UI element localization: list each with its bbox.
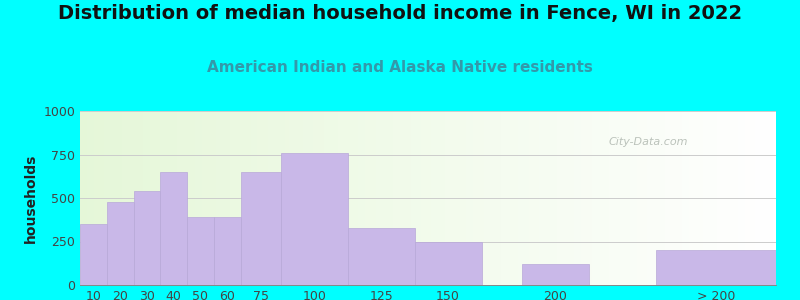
- Text: American Indian and Alaska Native residents: American Indian and Alaska Native reside…: [207, 60, 593, 75]
- Bar: [348, 228, 414, 285]
- Y-axis label: households: households: [24, 153, 38, 243]
- Bar: [214, 217, 241, 285]
- Bar: [414, 242, 482, 285]
- Text: Distribution of median household income in Fence, WI in 2022: Distribution of median household income …: [58, 4, 742, 23]
- Bar: [522, 264, 589, 285]
- Bar: [187, 217, 214, 285]
- Bar: [80, 224, 106, 285]
- Bar: [134, 191, 160, 285]
- Text: City-Data.com: City-Data.com: [609, 137, 689, 147]
- Bar: [106, 202, 134, 285]
- Bar: [160, 172, 187, 285]
- Bar: [281, 153, 348, 285]
- Bar: [655, 250, 776, 285]
- Bar: [241, 172, 281, 285]
